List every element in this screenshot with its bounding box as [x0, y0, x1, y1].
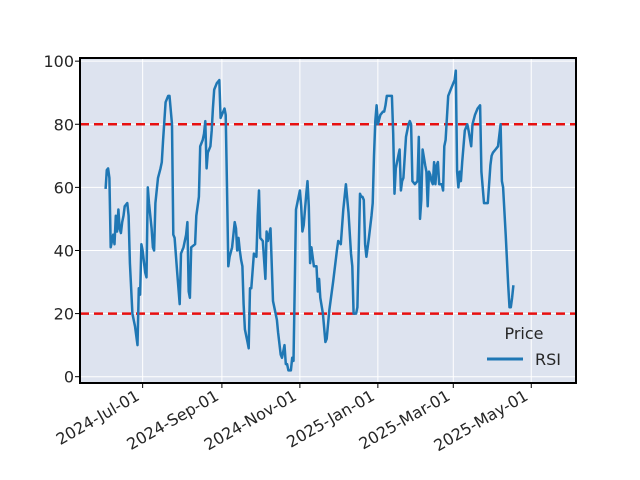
legend-label-rsi: RSI — [535, 350, 561, 369]
series-group — [104, 69, 515, 372]
legend: Price RSI — [487, 324, 561, 369]
y-axis: 0 20 40 60 80 100 — [43, 52, 80, 387]
y-tick-label: 0 — [64, 368, 74, 387]
reference-lines — [80, 123, 576, 315]
x-axis: 2024-Jul-012024-Sep-012024-Nov-012025-Ja… — [53, 383, 532, 455]
y-tick-label: 20 — [54, 305, 74, 324]
y-tick-label: 40 — [54, 241, 74, 260]
y-tick-label: 100 — [43, 52, 74, 71]
y-tick-label: 80 — [54, 115, 74, 134]
legend-title: Price — [504, 324, 543, 343]
plot-frame — [79, 57, 577, 384]
series-line-rsi — [104, 69, 515, 372]
y-tick-label: 60 — [54, 178, 74, 197]
